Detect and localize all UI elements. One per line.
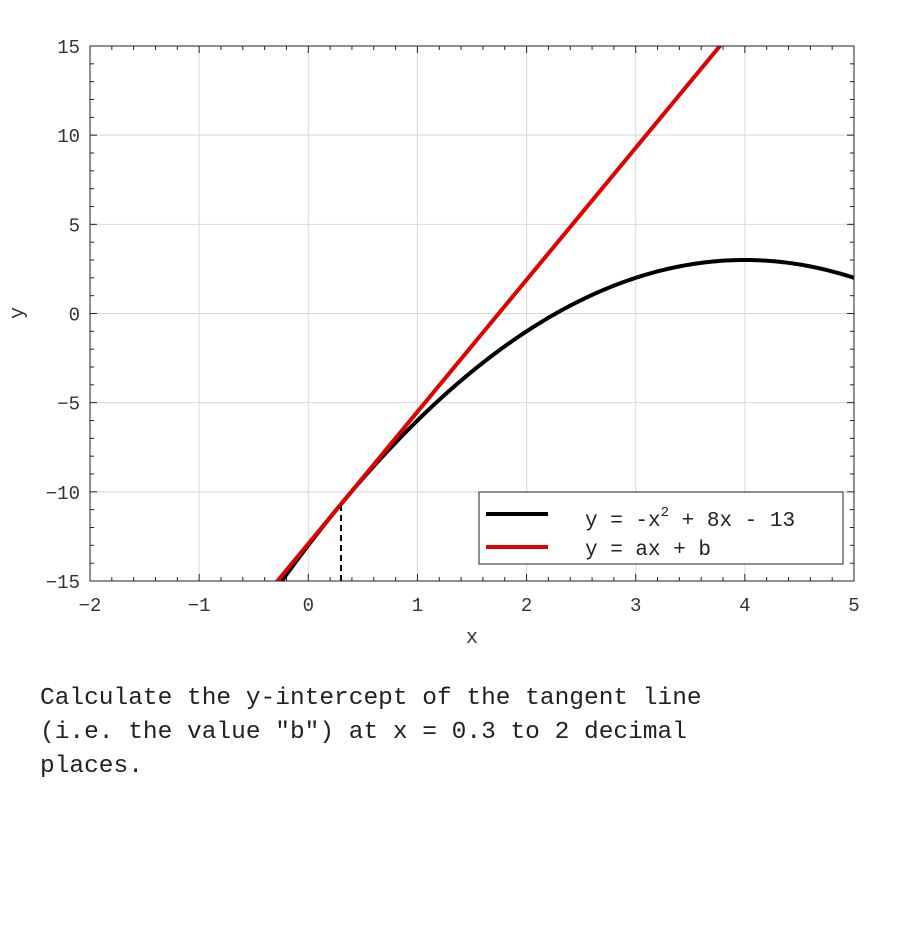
- y-tick-label: 10: [57, 126, 80, 148]
- curves: [274, 46, 854, 581]
- y-tick-label: 5: [69, 215, 80, 237]
- y-tick-label: 0: [69, 305, 80, 327]
- x-tick-label: −1: [188, 595, 211, 617]
- y-tick-label: −15: [46, 572, 80, 594]
- series-tangent-line: [274, 46, 723, 581]
- minor-ticks: [89, 45, 855, 582]
- x-axis-label: x: [466, 627, 478, 650]
- y-tick-label: −5: [57, 394, 80, 416]
- x-tick-label: 5: [848, 595, 859, 617]
- y-axis-label: y: [7, 307, 30, 319]
- series-curve: [279, 258, 854, 581]
- question-text: Calculate the y-intercept of the tangent…: [40, 685, 702, 780]
- x-tick-label: 2: [521, 595, 532, 617]
- legend-box: [478, 491, 844, 565]
- plot-frame: [89, 45, 855, 582]
- y-tick-label: 15: [57, 37, 80, 59]
- x-tick-label: 4: [739, 595, 750, 617]
- x-tick-label: 1: [412, 595, 423, 617]
- y-tick-label: −10: [46, 483, 80, 505]
- y-tick-labels: −15 −10 −5 0 5 10 15: [46, 37, 80, 594]
- legend-label-tangent: y = ax + b: [585, 539, 711, 562]
- x-tick-label: 0: [303, 595, 314, 617]
- x-tick-labels: −2 −1 0 1 2 3 4 5: [79, 595, 860, 617]
- x-tick-label: −2: [79, 595, 102, 617]
- x-tick-label: 3: [630, 595, 641, 617]
- legend: y = -x2 + 8x - 13 y = ax + b: [478, 491, 844, 565]
- legend-label-curve: y = -x2 + 8x - 13: [585, 505, 795, 533]
